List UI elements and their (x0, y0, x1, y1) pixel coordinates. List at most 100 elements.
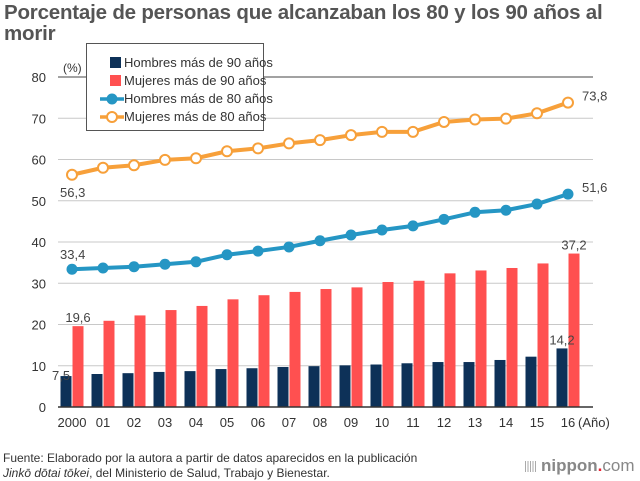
legend-label: Hombres más de 90 años (124, 55, 273, 70)
point-mujeres-80 (438, 115, 450, 128)
publication-title: Jinkō dōtai tōkei (3, 466, 90, 480)
chart-title: Porcentaje de personas que alcanzaban lo… (4, 1, 603, 45)
bar-mujeres-90 (72, 326, 84, 407)
bar-hombres-90 (122, 373, 134, 407)
bar-mujeres-90 (289, 291, 301, 407)
point-mujeres-80 (407, 125, 419, 138)
bar-hombres-90 (308, 366, 320, 407)
logo-name: nippon (541, 456, 598, 475)
point-hombres-80 (97, 262, 109, 274)
x-tick-label: 11 (406, 415, 420, 430)
data-label: 37,2 (561, 238, 586, 253)
bar-mujeres-90 (196, 305, 208, 407)
x-tick-label: 03 (158, 415, 172, 430)
point-hombres-80 (562, 188, 574, 200)
bar-mujeres-90 (320, 289, 332, 407)
point-hombres-80 (314, 235, 326, 247)
legend-label: Hombres más de 80 años (124, 91, 273, 106)
x-tick-label: 16 (561, 415, 575, 430)
point-hombres-80 (252, 245, 264, 257)
point-mujeres-80 (345, 129, 357, 142)
x-tick-label: 05 (220, 415, 234, 430)
nippon-logo: nippon.com (525, 456, 635, 476)
bar-hombres-90 (215, 369, 227, 407)
legend-label: Mujeres más de 80 años (124, 109, 267, 124)
point-mujeres-80 (128, 159, 140, 172)
point-mujeres-80 (252, 142, 264, 155)
data-label: 19,6 (65, 310, 90, 325)
bar-hombres-90 (432, 362, 444, 407)
point-mujeres-80 (500, 112, 512, 125)
data-label: 33,4 (60, 247, 85, 262)
point-mujeres-80 (314, 134, 326, 147)
bar-mujeres-90 (382, 282, 394, 407)
bar-hombres-90 (184, 371, 196, 407)
point-hombres-80 (376, 224, 388, 236)
bar-hombres-90 (463, 362, 475, 407)
point-mujeres-80 (531, 107, 543, 120)
point-hombres-80 (531, 198, 543, 210)
bar-hombres-90 (277, 366, 289, 407)
point-mujeres-80 (66, 168, 78, 181)
data-label: 73,8 (582, 89, 607, 104)
point-hombres-80 (500, 204, 512, 216)
x-tick-label: 2000 (58, 415, 87, 430)
bar-hombres-90 (91, 374, 103, 407)
bar-hombres-90 (525, 356, 537, 407)
y-tick-label: 0 (39, 400, 46, 415)
y-tick-label: 60 (32, 153, 46, 168)
bar-hombres-90 (153, 371, 165, 407)
data-label: 7,5 (52, 368, 70, 383)
y-tick-label: 50 (32, 194, 46, 209)
data-label: 51,6 (582, 180, 607, 195)
logo-dot: . (597, 456, 603, 475)
legend: Hombres más de 90 años Mujeres más de 90… (86, 43, 273, 131)
x-tick-label: 14 (499, 415, 513, 430)
bar-mujeres-90 (227, 299, 239, 407)
y-tick-label: 80 (32, 70, 46, 85)
red-square-swatch (110, 75, 121, 86)
source-line-1: Fuente: Elaborado por la autora a partir… (3, 451, 418, 465)
point-hombres-80 (345, 229, 357, 241)
bar-hombres-90 (401, 363, 413, 407)
logo-tld: com (602, 456, 635, 475)
y-tick-label: 40 (32, 235, 46, 250)
x-tick-label: 08 (313, 415, 327, 430)
point-hombres-80 (283, 241, 295, 253)
line-hombres-80 (71, 192, 569, 272)
x-tick-label: 09 (344, 415, 358, 430)
bar-mujeres-90 (413, 280, 425, 407)
point-mujeres-80 (159, 153, 171, 166)
data-label: 14,2 (549, 332, 574, 347)
y-tick-label: 70 (32, 111, 46, 126)
point-mujeres-80 (221, 145, 233, 158)
x-tick-label: 15 (530, 415, 544, 430)
bar-hombres-90 (556, 348, 568, 407)
bar-mujeres-90 (568, 253, 580, 407)
point-mujeres-80 (190, 152, 202, 165)
x-tick-label: 07 (282, 415, 296, 430)
bar-hombres-90 (370, 364, 382, 407)
lines (66, 96, 574, 275)
y-axis-ticks: 0 10 20 30 40 50 60 70 80 (32, 70, 46, 415)
bar-mujeres-90 (475, 270, 487, 407)
logo-bars-icon (525, 461, 537, 473)
bar-hombres-90 (494, 359, 506, 407)
x-tick-label: 02 (127, 415, 141, 430)
chart-area: 0 10 20 30 40 50 60 70 80 (%) 2000 01 02 03 04 05 06 07… (32, 61, 610, 430)
point-hombres-80 (221, 249, 233, 261)
point-hombres-80 (190, 256, 202, 268)
bar-mujeres-90 (506, 267, 518, 407)
bar-mujeres-90 (165, 310, 177, 407)
source-note: Fuente: Elaborado por la autora a partir… (3, 451, 417, 481)
bar-hombres-90 (246, 368, 258, 407)
y-axis-unit-label: (%) (63, 61, 82, 75)
bar-hombres-90 (339, 365, 351, 407)
bar-mujeres-90 (103, 320, 115, 407)
point-mujeres-80 (283, 137, 295, 150)
open-circle-line-swatch (100, 111, 124, 123)
bars (60, 253, 580, 407)
x-axis-unit-label: (Año) (578, 415, 610, 430)
y-tick-label: 30 (32, 276, 46, 291)
point-mujeres-80 (376, 125, 388, 138)
